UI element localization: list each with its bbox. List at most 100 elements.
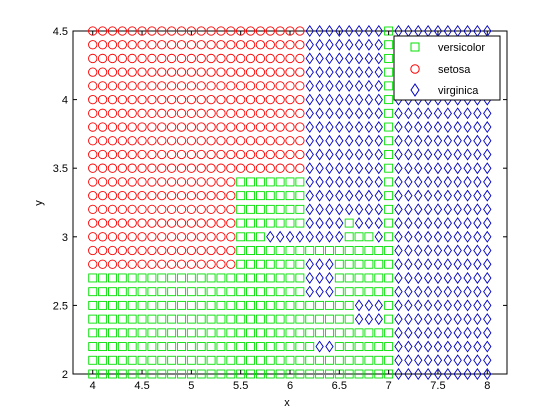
data-point-versicolor: [127, 355, 137, 365]
data-point-setosa: [166, 94, 177, 105]
x-tick-label: 7: [386, 380, 392, 392]
data-point-virginica: [414, 244, 423, 257]
data-point-virginica: [325, 271, 334, 284]
data-point-virginica: [483, 285, 492, 298]
data-point-setosa: [88, 245, 98, 256]
data-point-setosa: [157, 53, 167, 64]
data-point-versicolor: [255, 204, 265, 214]
data-point-versicolor: [196, 273, 206, 283]
data-point-versicolor: [285, 328, 295, 338]
data-point-setosa: [206, 81, 216, 91]
data-point-setosa: [176, 245, 187, 256]
data-point-setosa: [147, 122, 157, 132]
data-point-virginica: [453, 121, 462, 134]
data-point-versicolor: [384, 300, 394, 310]
data-point-setosa: [275, 136, 285, 146]
data-point-setosa: [285, 67, 295, 77]
data-point-versicolor: [334, 300, 344, 310]
data-point-virginica: [423, 162, 433, 175]
data-point-versicolor: [98, 328, 108, 338]
data-point-virginica: [414, 148, 423, 161]
data-point-virginica: [423, 189, 433, 202]
data-point-virginica: [404, 175, 413, 188]
data-point-setosa: [206, 245, 216, 256]
data-point-virginica: [315, 25, 324, 37]
data-point-setosa: [137, 94, 147, 105]
data-point-setosa: [127, 204, 137, 215]
data-point-setosa: [176, 218, 187, 228]
data-point-virginica: [335, 189, 344, 202]
data-point-virginica: [453, 134, 462, 147]
x-tick-label: 4: [90, 380, 96, 392]
data-point-setosa: [295, 122, 305, 132]
data-point-versicolor: [384, 218, 394, 228]
data-point-virginica: [354, 25, 364, 37]
data-point-setosa: [295, 163, 305, 173]
data-point-setosa: [196, 94, 206, 105]
data-point-setosa: [216, 163, 226, 173]
data-point-versicolor: [147, 369, 157, 379]
data-point-versicolor: [108, 328, 117, 338]
data-point-virginica: [335, 93, 344, 106]
data-point-versicolor: [137, 342, 147, 352]
data-point-versicolor: [186, 342, 196, 352]
data-point-versicolor: [364, 259, 374, 269]
data-point-versicolor: [206, 314, 216, 324]
data-point-versicolor: [315, 246, 325, 255]
data-point-versicolor: [285, 300, 295, 310]
data-point-virginica: [305, 107, 314, 120]
data-point-virginica: [335, 79, 344, 92]
data-point-versicolor: [108, 273, 117, 283]
data-point-virginica: [423, 258, 433, 271]
data-point-virginica: [305, 271, 314, 284]
data-point-virginica: [453, 299, 462, 312]
data-point-setosa: [166, 232, 177, 242]
data-point-versicolor: [374, 287, 384, 297]
data-point-versicolor: [98, 314, 108, 324]
data-point-setosa: [88, 81, 98, 91]
data-point-setosa: [275, 108, 285, 118]
data-point-virginica: [423, 326, 433, 339]
data-point-setosa: [147, 163, 157, 173]
data-point-setosa: [157, 232, 167, 242]
data-point-virginica: [443, 271, 452, 284]
data-point-setosa: [157, 204, 167, 215]
data-point-setosa: [285, 40, 295, 50]
data-point-setosa: [147, 232, 157, 242]
data-point-versicolor: [275, 218, 285, 228]
data-point-setosa: [226, 136, 236, 146]
data-point-setosa: [137, 259, 147, 269]
data-point-virginica: [473, 148, 482, 161]
data-point-versicolor: [88, 328, 98, 338]
data-point-virginica: [463, 285, 472, 298]
data-point-versicolor: [344, 342, 354, 352]
data-point-setosa: [97, 232, 108, 242]
data-point-virginica: [473, 313, 482, 326]
data-point-virginica: [364, 52, 374, 65]
data-point-virginica: [364, 189, 374, 202]
data-point-versicolor: [196, 355, 206, 365]
data-point-versicolor: [305, 369, 315, 379]
data-point-versicolor: [236, 259, 246, 269]
data-point-setosa: [186, 204, 197, 215]
data-point-setosa: [107, 204, 118, 215]
data-point-virginica: [433, 299, 443, 312]
data-point-virginica: [404, 134, 413, 147]
data-point-versicolor: [196, 342, 206, 352]
data-point-versicolor: [177, 355, 186, 365]
data-point-virginica: [423, 121, 433, 134]
data-point-virginica: [473, 203, 482, 216]
data-point-setosa: [166, 108, 177, 118]
data-point-virginica: [305, 25, 314, 37]
data-point-setosa: [88, 26, 98, 36]
data-point-virginica: [433, 258, 443, 271]
data-point-setosa: [97, 163, 108, 173]
data-point-setosa: [117, 26, 127, 36]
data-point-versicolor: [384, 108, 394, 118]
data-point-setosa: [186, 232, 197, 242]
data-point-virginica: [414, 175, 423, 188]
data-point-versicolor: [374, 369, 384, 379]
data-point-versicolor: [196, 300, 206, 310]
data-point-versicolor: [374, 246, 384, 255]
data-point-virginica: [414, 326, 423, 339]
